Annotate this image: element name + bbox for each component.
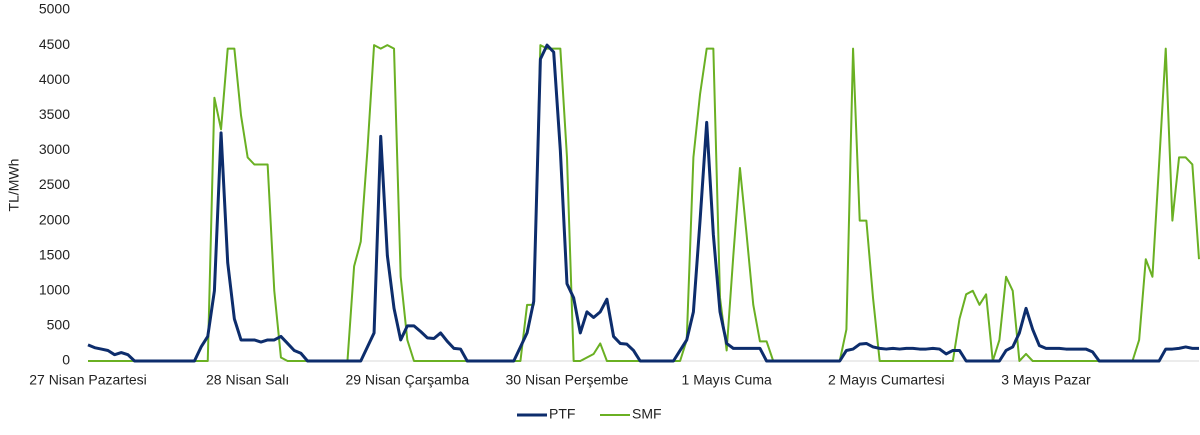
y-tick-label: 0 xyxy=(62,352,70,368)
y-tick-label: 3000 xyxy=(39,141,70,157)
y-tick-label: 2000 xyxy=(39,211,70,227)
x-tick-label: 3 Mayıs Pazar xyxy=(1001,372,1091,388)
y-axis-label: TL/MWh xyxy=(6,159,22,212)
y-tick-label: 5000 xyxy=(39,1,70,17)
x-tick-label: 29 Nisan Çarşamba xyxy=(345,372,469,388)
x-tick-label: 28 Nisan Salı xyxy=(206,372,289,388)
y-tick-label: 1000 xyxy=(39,282,70,298)
series-line xyxy=(88,44,1200,362)
legend-label: SMF xyxy=(632,406,662,422)
series-line xyxy=(87,43,1199,363)
x-tick-label: 30 Nisan Perşembe xyxy=(506,372,629,388)
y-tick-label: 4500 xyxy=(39,36,70,52)
x-tick-label: 2 Mayıs Cumartesi xyxy=(828,372,945,388)
legend-label: PTF xyxy=(549,406,575,422)
x-tick-label: 27 Nisan Pazartesi xyxy=(29,372,147,388)
y-tick-label: 1500 xyxy=(39,246,70,262)
x-tick-label: 1 Mayıs Cuma xyxy=(682,372,772,388)
y-tick-label: 500 xyxy=(47,317,71,333)
y-tick-label: 4000 xyxy=(39,71,70,87)
y-tick-label: 2500 xyxy=(39,176,70,192)
y-tick-label: 3500 xyxy=(39,106,70,122)
